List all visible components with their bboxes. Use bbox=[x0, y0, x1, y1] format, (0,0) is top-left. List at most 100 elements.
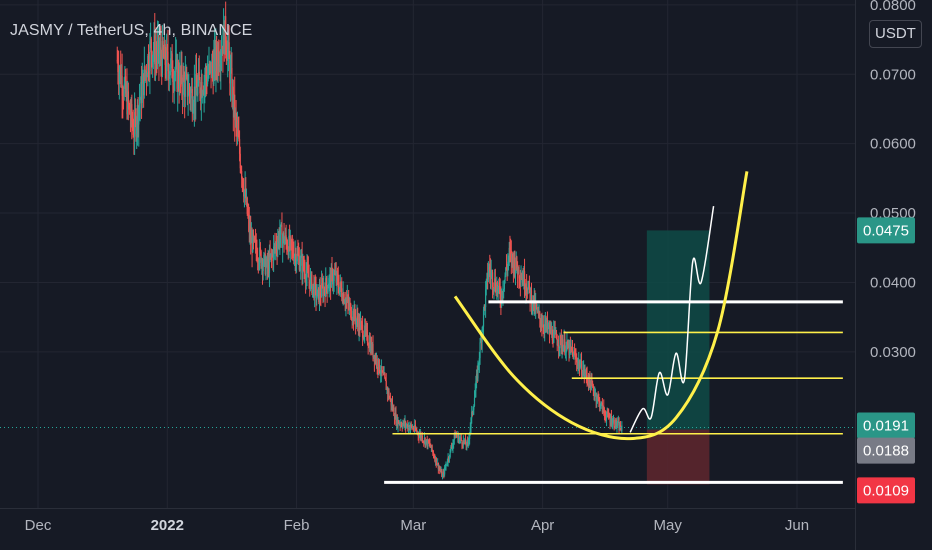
candle-body bbox=[122, 96, 125, 97]
candle-body bbox=[204, 71, 207, 80]
candle-body bbox=[621, 425, 623, 431]
candle-body bbox=[293, 256, 296, 261]
candle-body bbox=[278, 234, 280, 244]
candle-body bbox=[272, 253, 274, 261]
candle-body bbox=[355, 319, 357, 324]
candle-body bbox=[423, 441, 425, 443]
candle-body bbox=[477, 363, 479, 379]
candle-body bbox=[424, 437, 426, 445]
candle-body bbox=[439, 468, 441, 470]
candle-body bbox=[150, 38, 152, 53]
candle-body bbox=[376, 358, 378, 368]
candle-body bbox=[410, 424, 412, 426]
candle-body bbox=[606, 411, 608, 416]
candle-body bbox=[358, 319, 360, 331]
candle-body bbox=[387, 387, 389, 394]
candle-body bbox=[450, 447, 453, 448]
candle-body bbox=[282, 238, 284, 248]
candle-body bbox=[542, 324, 544, 328]
candle-body bbox=[475, 373, 478, 382]
candle-body bbox=[179, 68, 182, 77]
candle-body bbox=[506, 268, 508, 270]
candle-body bbox=[171, 53, 173, 78]
candle-body bbox=[364, 325, 366, 331]
candle-body bbox=[380, 373, 382, 375]
candle-body bbox=[421, 436, 423, 439]
candle-body bbox=[382, 372, 385, 375]
candle-body bbox=[359, 321, 362, 330]
time-tick-label: Feb bbox=[284, 517, 310, 534]
candle-body bbox=[249, 229, 251, 234]
candle-body bbox=[389, 398, 391, 399]
candle-body bbox=[158, 36, 160, 57]
candle-body bbox=[163, 44, 166, 59]
candle-body bbox=[391, 403, 393, 406]
price-label-value: 0.0191 bbox=[863, 417, 909, 434]
candle-body bbox=[137, 104, 139, 125]
candle-body bbox=[322, 285, 324, 297]
candle-body bbox=[246, 197, 248, 214]
candle-body bbox=[388, 391, 390, 399]
candle-body bbox=[427, 439, 429, 446]
candle-body bbox=[605, 417, 607, 420]
candle-body bbox=[224, 16, 226, 55]
candle-body bbox=[193, 86, 195, 107]
candle-body bbox=[409, 427, 411, 430]
candle-body bbox=[458, 438, 460, 443]
candle-body bbox=[348, 303, 350, 307]
candle-body bbox=[521, 278, 523, 280]
candle-body bbox=[580, 360, 582, 366]
candle-body bbox=[441, 470, 443, 477]
time-tick-label: Dec bbox=[25, 517, 52, 534]
price-label-badge bbox=[857, 412, 915, 439]
candle-body bbox=[559, 335, 561, 347]
candle-body bbox=[300, 255, 303, 257]
candle-body bbox=[299, 265, 301, 270]
candle-body bbox=[439, 469, 442, 472]
currency-button[interactable]: USDT bbox=[869, 20, 922, 48]
candle-body bbox=[293, 254, 295, 261]
candle-body bbox=[118, 72, 120, 81]
candle-body bbox=[330, 274, 332, 288]
candle-body bbox=[236, 119, 238, 130]
candle-body bbox=[304, 270, 306, 278]
candle-body bbox=[401, 425, 403, 428]
candle-body bbox=[311, 274, 313, 294]
candle-body bbox=[329, 274, 331, 279]
candle-body bbox=[457, 434, 460, 443]
candle-body bbox=[537, 310, 540, 314]
candle-body bbox=[211, 61, 214, 69]
candle-body bbox=[118, 72, 120, 81]
candle-body bbox=[456, 436, 458, 438]
candle-body bbox=[398, 423, 401, 425]
candle-body bbox=[205, 71, 207, 78]
candle-body bbox=[462, 440, 464, 446]
candle-body bbox=[577, 363, 579, 367]
candle-body bbox=[571, 346, 573, 351]
candle-body bbox=[164, 44, 166, 65]
candle-body bbox=[130, 104, 132, 119]
candle-body bbox=[517, 267, 519, 275]
candle-body bbox=[409, 424, 412, 428]
candle-body bbox=[189, 92, 191, 99]
candle-body bbox=[561, 344, 563, 349]
candle-body bbox=[570, 346, 572, 348]
candle-body bbox=[418, 435, 420, 438]
candle-body bbox=[541, 324, 543, 327]
candle-body bbox=[334, 273, 337, 274]
candle-body bbox=[319, 288, 321, 296]
candle-body bbox=[513, 257, 515, 271]
candle-body bbox=[371, 342, 373, 352]
candle-body bbox=[191, 88, 193, 91]
candle-body bbox=[426, 439, 428, 446]
candle-body bbox=[331, 269, 333, 272]
candle-body bbox=[156, 43, 159, 56]
candle-body bbox=[248, 215, 250, 218]
projection-path bbox=[629, 205, 715, 433]
candle-body bbox=[393, 415, 396, 420]
candle-body bbox=[505, 267, 508, 269]
candle-body bbox=[151, 52, 153, 63]
candle-body bbox=[286, 249, 289, 250]
